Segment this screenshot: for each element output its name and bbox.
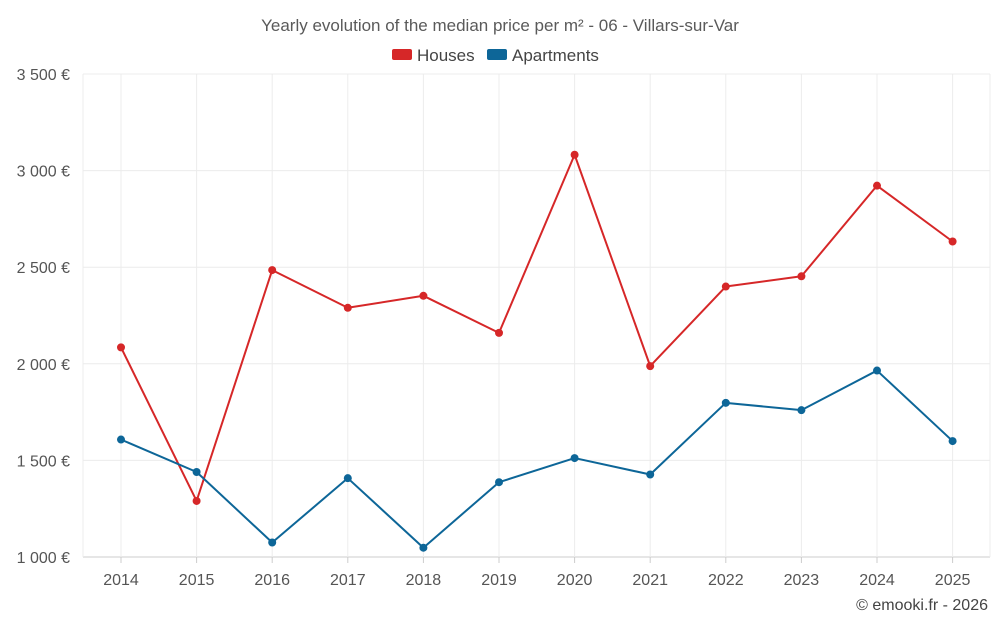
y-tick-label: 1 500 €	[17, 453, 70, 470]
data-point-houses[interactable]	[495, 328, 503, 337]
x-tick-label: 2022	[708, 572, 744, 589]
chart-title: Yearly evolution of the median price per…	[261, 16, 739, 35]
data-point-houses[interactable]	[721, 282, 730, 291]
y-axis: 1 000 € 1 500 € 2 000 € 2 500 € 3 000 € 3 500…	[17, 67, 70, 567]
series-group	[117, 150, 957, 552]
data-point-houses[interactable]	[646, 362, 655, 371]
legend-swatch	[392, 49, 412, 60]
x-tick-label: 2025	[935, 572, 971, 589]
data-point-houses[interactable]	[117, 343, 125, 352]
y-tick-label: 3 500 €	[17, 67, 70, 84]
y-tick-label: 2 500 €	[17, 260, 70, 277]
x-tick-label: 2017	[330, 572, 366, 589]
series-line-houses	[120, 153, 954, 502]
y-tick-label: 2 000 €	[17, 357, 70, 374]
x-tick-label: 2019	[481, 572, 517, 589]
data-point-apartments[interactable]	[646, 470, 655, 479]
data-point-apartments[interactable]	[797, 406, 806, 415]
y-tick-label: 3 000 €	[17, 164, 70, 181]
data-point-houses[interactable]	[948, 237, 957, 246]
legend-label: Apartments	[512, 46, 599, 65]
legend: Houses Apartments	[392, 46, 599, 65]
data-point-houses[interactable]	[343, 303, 352, 312]
legend-item-houses[interactable]: Houses	[392, 46, 475, 65]
data-point-apartments[interactable]	[721, 398, 730, 407]
data-point-apartments[interactable]	[268, 538, 277, 547]
data-point-houses[interactable]	[192, 496, 201, 505]
data-point-apartments[interactable]	[948, 437, 957, 446]
credit-text: © emooki.fr - 2026	[856, 597, 988, 614]
data-point-houses[interactable]	[570, 150, 579, 159]
data-point-apartments[interactable]	[192, 467, 201, 476]
x-tick-label: 2023	[784, 572, 820, 589]
x-tick-label: 2018	[406, 572, 442, 589]
data-point-houses[interactable]	[419, 291, 428, 300]
data-point-apartments[interactable]	[343, 474, 352, 483]
data-point-apartments[interactable]	[873, 366, 881, 375]
x-tick-label: 2016	[254, 572, 290, 589]
x-tick-label: 2024	[859, 572, 895, 589]
data-point-apartments[interactable]	[419, 543, 428, 552]
y-tick-label: 1 000 €	[17, 550, 70, 567]
data-point-apartments[interactable]	[117, 435, 125, 444]
series-line-apartments	[120, 369, 954, 549]
x-tick-label: 2021	[632, 572, 668, 589]
data-point-houses[interactable]	[797, 272, 806, 281]
data-point-houses[interactable]	[873, 181, 881, 190]
data-point-apartments[interactable]	[495, 478, 503, 487]
x-tick-label: 2020	[557, 572, 593, 589]
data-point-houses[interactable]	[268, 266, 277, 275]
grid	[82, 73, 991, 558]
legend-swatch	[487, 49, 507, 60]
x-tick-label: 2014	[103, 572, 139, 589]
x-tick-label: 2015	[179, 572, 215, 589]
x-axis: 2014 2015 2016 2017 2018 2019 2020 2021 2022 2023…	[103, 557, 970, 589]
data-point-apartments[interactable]	[570, 454, 579, 463]
legend-item-apartments[interactable]: Apartments	[487, 46, 599, 65]
legend-label: Houses	[417, 46, 475, 65]
